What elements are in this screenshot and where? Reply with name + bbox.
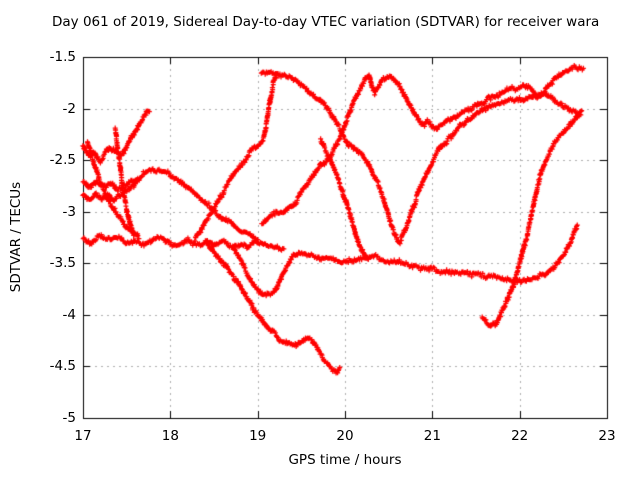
- y-tick-label: -3.5: [49, 255, 76, 272]
- chart-title: Day 061 of 2019, Sidereal Day-to-day VTE…: [52, 14, 600, 30]
- x-axis-label: GPS time / hours: [288, 452, 402, 468]
- y-tick-label: -2: [62, 100, 76, 117]
- x-tick-label: 17: [74, 428, 92, 444]
- y-tick-label: -4.5: [49, 358, 76, 375]
- y-tick-label: -4: [62, 306, 76, 323]
- x-tick-label: 23: [598, 428, 616, 444]
- x-tick-label: 19: [249, 428, 267, 444]
- y-tick-label: -5: [62, 410, 76, 426]
- x-tick-label: 21: [423, 428, 441, 444]
- x-tick-label: 18: [161, 428, 179, 444]
- y-tick-label: -2.5: [49, 152, 76, 169]
- y-tick-label: -1.5: [49, 49, 76, 65]
- y-axis-label: SDTVAR / TECUs: [8, 181, 24, 293]
- x-tick-label: 22: [511, 428, 529, 444]
- y-tick-label: -3: [62, 203, 76, 220]
- x-tick-label: 20: [336, 428, 354, 444]
